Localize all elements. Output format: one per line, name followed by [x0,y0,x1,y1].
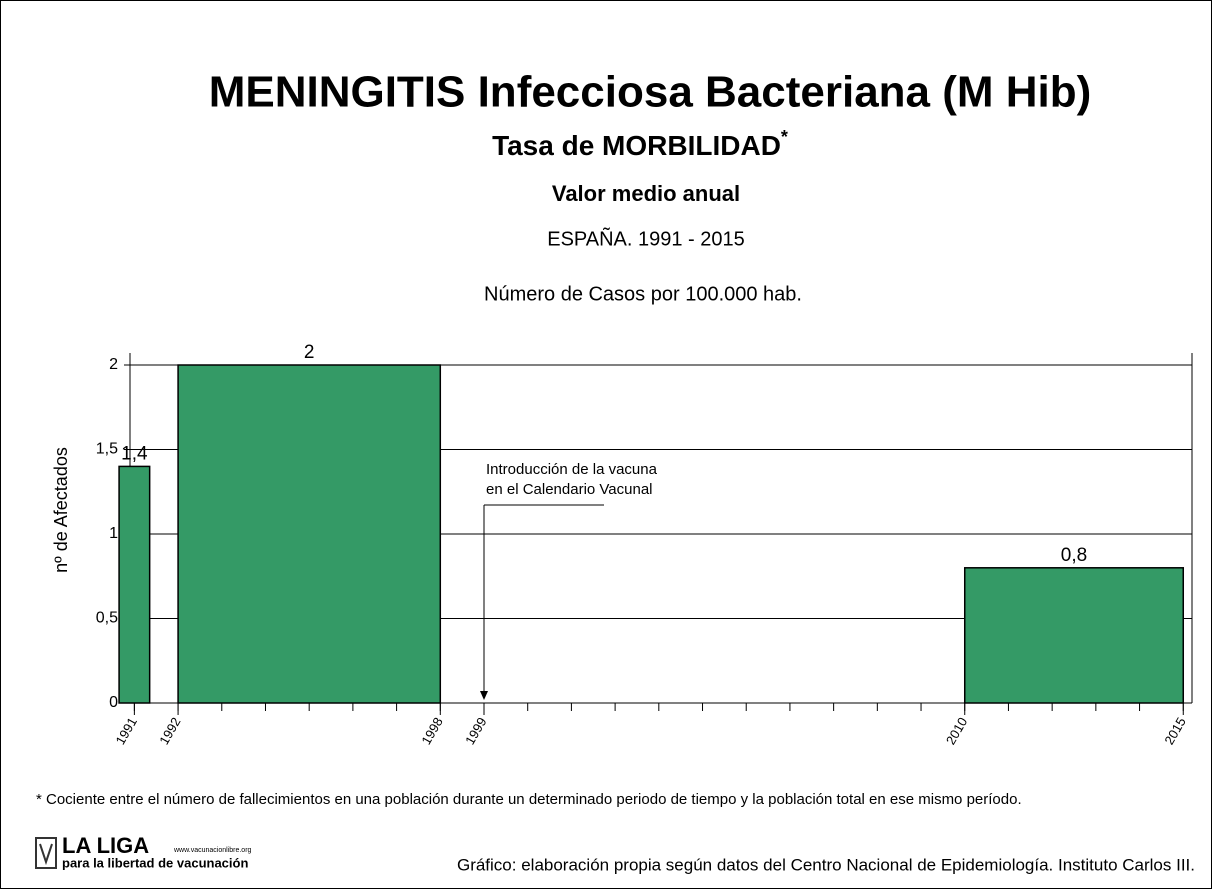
y-tick-label: 1,5 [96,441,118,458]
value-label: 2 [304,342,315,363]
y-tick-label: 1 [109,525,118,542]
annotation-text: Introducción de la vacuna [486,461,658,478]
logo-name: LA LIGA [62,833,149,858]
subtitle-mark: * [781,127,788,147]
footnote: * Cociente entre el número de fallecimie… [36,791,1022,808]
y-tick-label: 0 [109,694,118,711]
annotation-arrowhead [480,691,488,700]
x-tick-label: 1998 [418,715,445,748]
y-axis-label: nº de Afectados [51,447,71,573]
value-label: 0,8 [1061,545,1087,566]
logo: LA LIGA www.vacunacionlibre.org para la … [35,833,252,870]
x-tick-label: 2010 [943,715,970,748]
units: Número de Casos por 100.000 hab. [484,283,802,305]
bar [963,567,1185,704]
bar [177,364,442,704]
subtitle2: Valor medio anual [552,181,740,206]
logo-icon [35,837,57,869]
x-tick-label: 2015 [1161,715,1188,748]
y-tick-label: 0,5 [96,610,118,627]
annotation-text: en el Calendario Vacunal [486,481,653,498]
subtitle3: ESPAÑA. 1991 - 2015 [547,226,745,250]
chart-title: MENINGITIS Infecciosa Bacteriana (M Hib) [209,68,1092,117]
subtitle-text: Tasa de MORBILIDAD [492,130,781,161]
x-tick-label: 1991 [112,715,139,748]
value-label: 1,4 [121,443,148,464]
logo-url: www.vacunacionlibre.org [173,847,252,854]
logo-tagline: para la libertad de vacunación [62,855,248,870]
source: Gráfico: elaboración propia según datos … [457,855,1195,874]
x-tick-label: 1999 [462,715,489,748]
x-tick-label: 1992 [156,715,183,748]
bar [118,465,151,704]
chart-subtitle: Tasa de MORBILIDAD* [492,127,788,162]
logo-icon-mark [39,843,53,866]
y-tick-label: 2 [109,356,118,373]
